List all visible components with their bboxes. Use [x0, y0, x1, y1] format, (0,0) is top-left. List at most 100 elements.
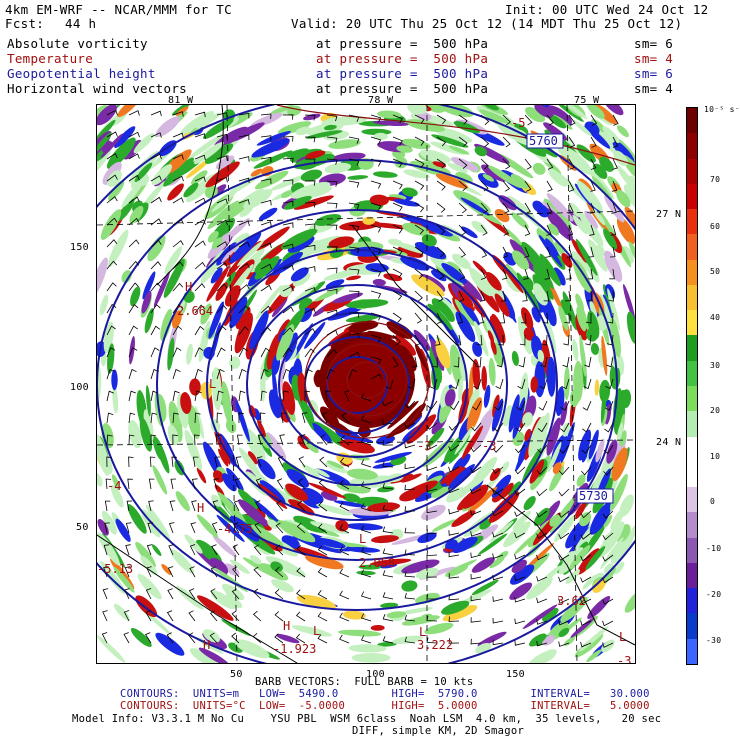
wind-barb	[478, 312, 485, 324]
wind-barb	[102, 588, 109, 600]
wind-barb	[317, 567, 328, 578]
lat-lon-grid	[97, 105, 635, 663]
wind-barb	[612, 114, 619, 126]
vorticity-patch	[345, 314, 381, 323]
wind-barb	[492, 532, 504, 538]
vorticity-patch	[532, 162, 546, 175]
field-name-vorticity: Absolute vorticity	[7, 36, 148, 51]
vorticity-patch	[489, 557, 505, 569]
wind-barb	[216, 283, 228, 292]
vorticity-patch	[155, 632, 185, 656]
wind-barb	[231, 610, 240, 622]
wind-barb	[502, 114, 511, 126]
vorticity-patch	[558, 627, 570, 638]
vorticity-patch	[616, 165, 635, 198]
vorticity-patch	[296, 594, 336, 610]
wind-barb	[536, 532, 548, 539]
wind-barb	[252, 632, 262, 644]
colorbar-swatch	[687, 537, 697, 564]
wind-barb	[304, 368, 313, 380]
vorticity-patch	[587, 595, 611, 620]
wind-barb	[318, 501, 328, 512]
wind-barb	[519, 334, 526, 346]
wind-barb	[348, 180, 360, 188]
wind-barb	[172, 175, 184, 182]
wind-barb	[536, 597, 548, 604]
wind-barb	[567, 224, 574, 236]
wind-barb	[238, 284, 250, 292]
wind-barb	[238, 326, 249, 336]
wind-barb	[299, 434, 306, 446]
vorticity-patch	[114, 126, 136, 148]
wind-barb	[392, 202, 403, 212]
wind-barb	[103, 566, 109, 578]
wind-barb	[275, 544, 284, 556]
wind-barb	[426, 593, 438, 600]
wind-barb	[172, 347, 182, 358]
vorticity-patch	[102, 141, 113, 153]
vorticity-patch	[454, 299, 475, 327]
vorticity-patch	[369, 194, 389, 206]
vorticity-patch	[303, 541, 342, 554]
wind-barb	[404, 636, 416, 644]
vorticity-patch	[372, 120, 409, 127]
vorticity-patch	[271, 297, 288, 318]
vorticity-patch	[130, 286, 141, 307]
vorticity-shading	[97, 105, 635, 663]
vorticity-patch	[579, 334, 587, 377]
lon-label-78w: 78 W	[368, 95, 394, 106]
vorticity-patch	[238, 489, 258, 510]
wind-barb	[150, 153, 162, 160]
wind-barb	[282, 114, 294, 120]
wind-barb	[580, 641, 592, 648]
vorticity-patch	[521, 241, 549, 277]
wind-barb	[150, 412, 158, 424]
meridian-81w	[226, 105, 238, 663]
vorticity-patch	[483, 384, 491, 408]
wind-barb	[106, 390, 114, 402]
wind-barb	[128, 153, 140, 160]
wind-barb	[607, 312, 614, 324]
wind-barb	[235, 456, 242, 468]
vorticity-patch	[484, 316, 497, 344]
vorticity-patch	[451, 510, 476, 528]
vorticity-patch	[259, 479, 286, 504]
wind-barb	[233, 500, 240, 512]
vorticity-patch	[407, 414, 423, 430]
vorticity-patch	[529, 633, 547, 647]
vorticity-patch	[257, 419, 266, 438]
wind-barb	[563, 334, 570, 346]
wind-barb	[502, 136, 511, 148]
wind-barb	[470, 444, 482, 453]
vorticity-patch	[276, 324, 295, 361]
wind-barb	[216, 219, 228, 226]
wind-barb	[167, 588, 174, 600]
wind-barb	[562, 356, 570, 368]
wind-barb	[426, 572, 438, 578]
contour-label-text: L	[359, 532, 366, 546]
vorticity-patch	[249, 310, 269, 350]
vorticity-patch	[431, 298, 455, 322]
wind-barb	[524, 158, 532, 170]
wind-barb	[426, 550, 438, 557]
vorticity-patch	[536, 204, 550, 218]
vorticity-patch	[184, 534, 203, 554]
vorticity-patch	[570, 617, 595, 638]
vorticity-patch	[167, 183, 184, 201]
vorticity-patch	[587, 105, 605, 119]
wind-barb	[514, 640, 526, 646]
vorticity-patch	[396, 145, 413, 153]
vorticity-patch	[546, 417, 561, 456]
contour-label: -3	[482, 439, 496, 453]
vorticity-patch	[242, 557, 274, 576]
wind-barb	[590, 114, 598, 126]
colorbar-swatch	[687, 209, 697, 235]
colorbar-label: 40	[710, 313, 721, 322]
wind-barb	[210, 566, 218, 578]
vorticity-patch	[401, 615, 440, 626]
wind-barb	[370, 224, 382, 233]
wind-barb	[558, 598, 570, 604]
wind-barb	[318, 479, 328, 490]
wind-barb	[216, 325, 227, 336]
wind-barb	[348, 369, 357, 380]
